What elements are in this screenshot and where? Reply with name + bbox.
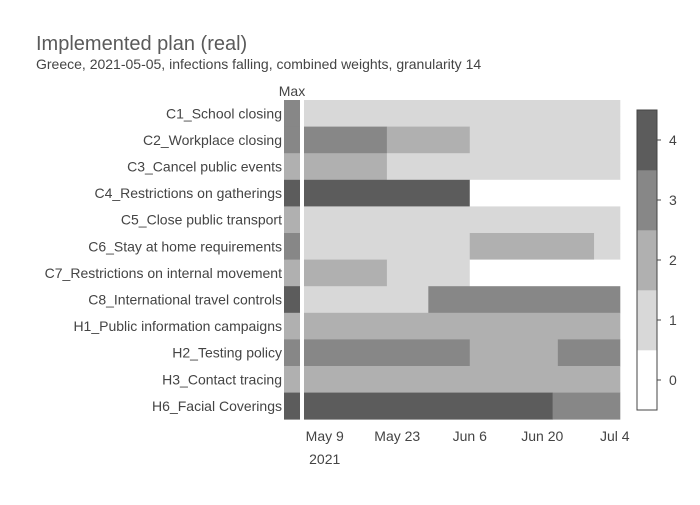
max-cell bbox=[284, 286, 300, 314]
max-cell bbox=[284, 179, 300, 207]
heatmap-cell bbox=[304, 392, 553, 420]
colorbar-tick-label: 0 bbox=[669, 372, 677, 388]
row-label: C6_Stay at home requirements bbox=[88, 238, 282, 254]
heatmap-cell bbox=[386, 259, 471, 287]
heatmap-cell bbox=[469, 339, 559, 367]
max-cell bbox=[284, 126, 300, 154]
max-cell bbox=[284, 339, 300, 367]
chart-subtitle: Greece, 2021-05-05, infections falling, … bbox=[36, 56, 481, 72]
heatmap-cell bbox=[594, 233, 621, 260]
row-label: C7_Restrictions on internal movement bbox=[45, 265, 282, 281]
colorbar-tick-label: 1 bbox=[669, 312, 677, 328]
heatmap-cell bbox=[304, 366, 621, 393]
max-cell bbox=[284, 259, 300, 287]
chart-title: Implemented plan (real) bbox=[36, 33, 247, 55]
heatmap-cell bbox=[469, 179, 621, 207]
row-label: C5_Close public transport bbox=[121, 212, 282, 228]
heatmap-cell bbox=[552, 392, 621, 420]
heatmap-cell bbox=[304, 259, 388, 287]
colorbar-tick-label: 4 bbox=[669, 132, 677, 148]
heatmap-cell bbox=[469, 126, 621, 154]
x-axis: May 9 2021 May 23 Jun 6 Jun 20 Jul 4 bbox=[306, 428, 630, 467]
heatmap-cell bbox=[304, 312, 621, 340]
row-label: C8_International travel controls bbox=[88, 292, 282, 308]
colorbar-band bbox=[637, 350, 657, 411]
heatmap-cell bbox=[469, 233, 595, 260]
colorbar-band bbox=[637, 170, 657, 231]
colorbar: 0 1 2 3 4 bbox=[636, 109, 677, 411]
row-label: C4_Restrictions on gatherings bbox=[94, 185, 282, 201]
max-cell bbox=[284, 153, 300, 181]
heatmap-cell bbox=[386, 153, 621, 181]
x-tick-label: May 23 bbox=[374, 428, 420, 444]
row-label: H2_Testing policy bbox=[172, 345, 282, 361]
heatmap-cell bbox=[304, 100, 621, 127]
max-cell bbox=[284, 392, 300, 420]
row-label: H1_Public information campaigns bbox=[73, 318, 282, 334]
row-label: C2_Workplace closing bbox=[143, 132, 282, 148]
max-cell bbox=[284, 233, 300, 260]
colorbar-band bbox=[637, 230, 657, 291]
heatmap-rows: C1_School closing C2_Workplace closing C3_… bbox=[45, 100, 621, 420]
max-cell bbox=[284, 100, 300, 127]
colorbar-tick-label: 3 bbox=[669, 192, 677, 208]
x-tick-label: Jun 6 bbox=[453, 428, 487, 444]
heatmap-cell bbox=[304, 153, 388, 181]
heatmap-cell bbox=[304, 206, 621, 234]
heatmap-cell bbox=[428, 286, 621, 314]
max-column-label: Max bbox=[279, 83, 305, 99]
x-tick-label: Jun 20 bbox=[521, 428, 563, 444]
heatmap-cell bbox=[469, 259, 621, 287]
heatmap-cell bbox=[304, 286, 429, 314]
colorbar-tick-label: 2 bbox=[669, 252, 677, 268]
row-label: C3_Cancel public events bbox=[127, 159, 282, 175]
colorbar-band bbox=[637, 290, 657, 351]
heatmap-cell bbox=[304, 179, 471, 207]
heatmap-cell bbox=[386, 126, 471, 154]
colorbar-band bbox=[637, 110, 657, 171]
x-tick-label: Jul 4 bbox=[600, 428, 630, 444]
max-cell bbox=[284, 206, 300, 234]
row-label: H3_Contact tracing bbox=[162, 371, 282, 387]
heatmap-cell bbox=[304, 233, 471, 260]
max-cell bbox=[284, 312, 300, 340]
x-tick-label: May 9 bbox=[306, 428, 344, 444]
heatmap-cell bbox=[557, 339, 621, 367]
heatmap-cell bbox=[304, 339, 471, 367]
max-cell bbox=[284, 366, 300, 393]
heatmap-cell bbox=[304, 126, 388, 154]
row-label: C1_School closing bbox=[166, 105, 282, 121]
row-label: H6_Facial Coverings bbox=[152, 398, 282, 414]
x-tick-sublabel: 2021 bbox=[309, 451, 340, 467]
